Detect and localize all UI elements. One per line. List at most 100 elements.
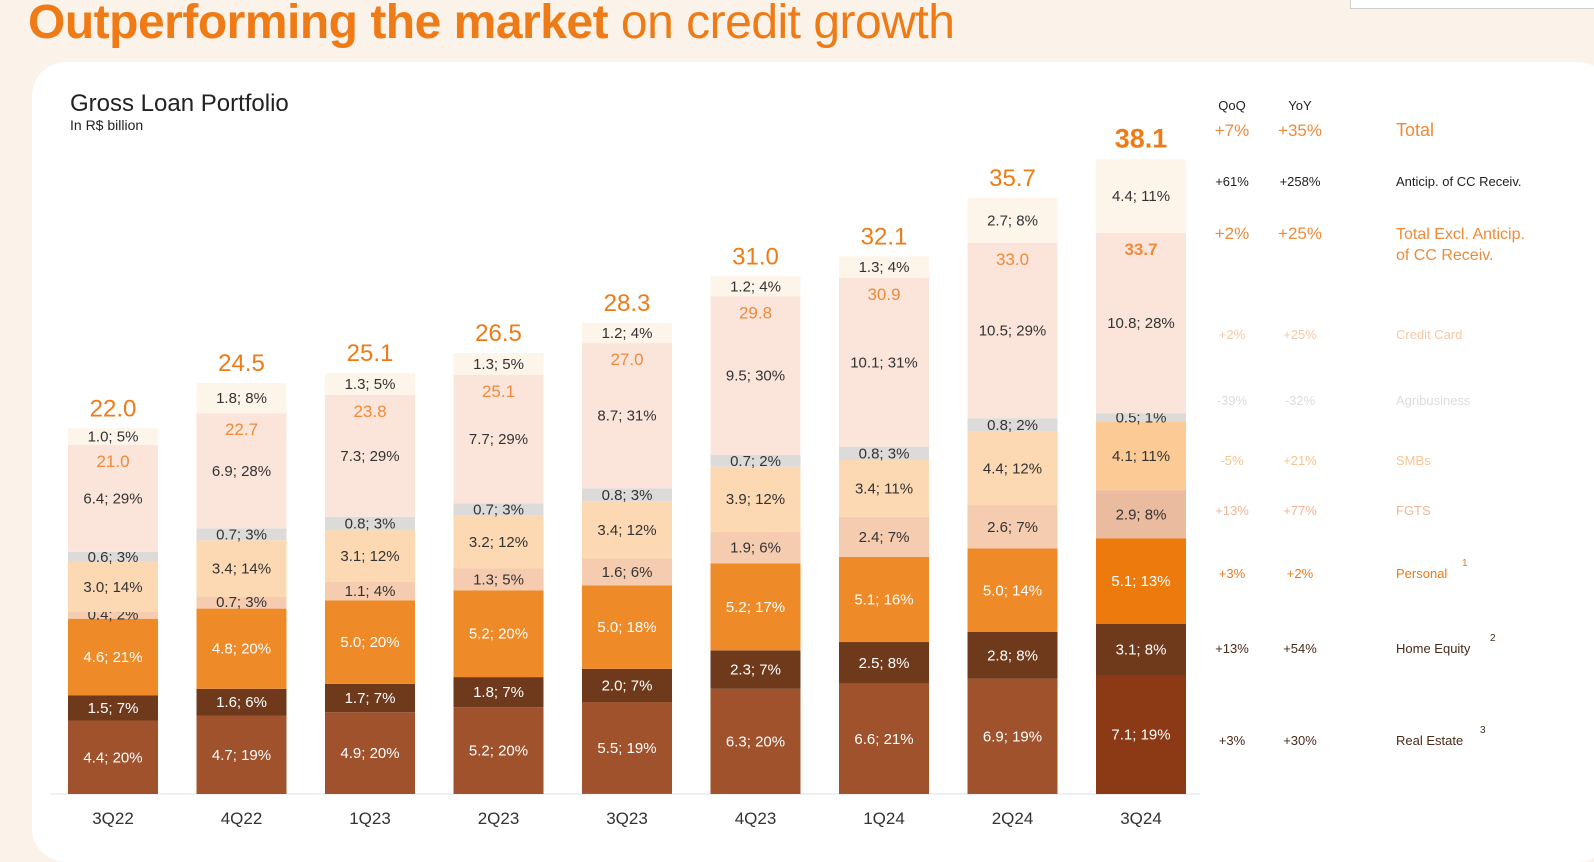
bar-segment-anticip <box>196 383 287 414</box>
bar-segment-fgts <box>710 531 801 564</box>
bar-segment-agribusiness <box>967 418 1058 432</box>
bar-segment-smbs <box>196 540 287 597</box>
bar-segment-personal <box>839 556 929 643</box>
bar-segment-fgts <box>1096 490 1186 539</box>
legend-yoy-cc: +25% <box>1283 327 1317 342</box>
bar-segment-anticip <box>68 428 158 445</box>
data-label-anticip: 1.0; 5% <box>88 429 139 446</box>
data-label-home-equity: 3.1; 8% <box>1116 642 1167 659</box>
legend-qoq-personal: +3% <box>1219 566 1246 581</box>
bar-segment-home-equity <box>582 668 672 703</box>
legend-label-re: Real Estate <box>1396 733 1463 748</box>
bar-segment-smbs <box>967 431 1058 506</box>
legend-label-fgts: FGTS <box>1396 503 1431 518</box>
data-label-agribusiness: 0.6; 3% <box>88 549 139 566</box>
legend-qoq-total: +7% <box>1215 121 1250 140</box>
bar-segment-credit-card <box>196 413 287 529</box>
data-label-personal: 5.1; 13% <box>1111 573 1170 590</box>
bar-segment-credit-card <box>582 343 672 489</box>
bar-segment-personal <box>710 563 801 651</box>
data-label-anticip: 1.2; 4% <box>730 278 781 295</box>
bar-segment-real-estate <box>967 678 1058 794</box>
bar-segment-fgts <box>325 581 415 601</box>
data-label-smbs: 3.1; 12% <box>340 548 399 565</box>
subtotal-label: 27.0 <box>610 350 643 369</box>
bar-segment-anticip <box>582 323 672 344</box>
bar-segment-home-equity <box>196 688 287 716</box>
data-label-credit-card: 10.5; 29% <box>979 323 1047 340</box>
bar-segment-real-estate <box>196 715 287 794</box>
data-label-home-equity: 2.8; 8% <box>987 647 1038 664</box>
bar-segment-real-estate <box>453 707 544 794</box>
data-label-real-estate: 5.5; 19% <box>597 740 656 757</box>
bar-segment-personal <box>325 600 415 684</box>
data-label-agribusiness: 0.7; 2% <box>730 453 781 470</box>
bar-segment-personal <box>68 618 158 696</box>
bar-segment-agribusiness <box>68 551 158 562</box>
legend-qoq-fgts: +13% <box>1215 503 1249 518</box>
data-label-anticip: 1.3; 5% <box>473 356 524 373</box>
subtotal-label: 29.8 <box>739 303 772 322</box>
data-label-personal: 5.2; 20% <box>469 626 528 643</box>
page-title: Outperforming the market on credit growt… <box>28 0 955 54</box>
data-label-fgts: 1.9; 6% <box>730 540 781 557</box>
data-label-fgts: 1.6; 6% <box>602 564 653 581</box>
category-label: 3Q23 <box>606 809 648 828</box>
bar-segment-agribusiness <box>1096 413 1186 422</box>
data-label-fgts: 2.6; 7% <box>987 519 1038 536</box>
data-label-credit-card: 7.3; 29% <box>340 448 399 465</box>
bar-segment-fgts <box>582 558 672 586</box>
data-label-personal: 4.6; 21% <box>83 649 142 666</box>
window-edge <box>1350 0 1594 9</box>
data-label-anticip: 1.2; 4% <box>602 325 653 342</box>
total-label: 24.5 <box>218 350 265 377</box>
data-label-credit-card: 8.7; 31% <box>597 408 656 425</box>
bar-segment-credit-card <box>1096 232 1186 414</box>
bar-segment-smbs <box>325 530 415 582</box>
legend-yoy-re: +30% <box>1283 733 1317 748</box>
data-label-personal: 5.2; 17% <box>726 599 785 616</box>
data-label-credit-card: 10.8; 28% <box>1107 315 1175 332</box>
bar-segment-agribusiness <box>453 503 544 516</box>
bar-segment-personal <box>582 585 672 669</box>
bar-segment-anticip <box>710 276 801 297</box>
data-label-agribusiness: 0.8; 3% <box>345 516 396 533</box>
bar-segment-credit-card <box>967 242 1058 419</box>
legend-yoy-home: +54% <box>1283 641 1317 656</box>
data-label-agribusiness: 0.8; 2% <box>987 417 1038 434</box>
data-label-credit-card: 9.5; 30% <box>726 368 785 385</box>
bar-segment-real-estate <box>582 702 672 794</box>
bar-segment-smbs <box>582 501 672 559</box>
bar-segment-home-equity <box>453 677 544 708</box>
data-label-smbs: 3.4; 14% <box>212 561 271 578</box>
data-label-smbs: 3.9; 12% <box>726 491 785 508</box>
data-label-smbs: 3.0; 14% <box>83 579 142 596</box>
data-label-smbs: 3.4; 11% <box>855 480 913 497</box>
data-label-home-equity: 1.5; 7% <box>88 700 139 717</box>
total-label: 25.1 <box>347 340 394 367</box>
bar-segment-agribusiness <box>839 446 929 460</box>
bar-segment-fgts <box>196 596 287 609</box>
subtotal-label: 22.7 <box>225 420 258 439</box>
data-label-fgts: 2.9; 8% <box>1116 506 1167 523</box>
total-label: 22.0 <box>90 395 137 422</box>
bar-segment-anticip <box>453 353 544 375</box>
data-label-smbs: 3.2; 12% <box>469 534 528 551</box>
data-label-real-estate: 4.7; 19% <box>212 747 271 764</box>
bar-segment-smbs <box>839 460 929 517</box>
data-label-agribusiness: 0.7; 3% <box>216 526 267 543</box>
legend-qoq-anticip: +61% <box>1215 174 1249 189</box>
data-label-personal: 4.8; 20% <box>212 641 271 658</box>
bar-segment-home-equity <box>839 642 929 684</box>
legend-qoq-agri: -39% <box>1217 393 1248 408</box>
bar-segment-home-equity <box>325 683 415 713</box>
legend-qoq-smb: -5% <box>1220 453 1244 468</box>
bar-segment-smbs <box>710 466 801 532</box>
bar-segment-fgts <box>967 505 1058 549</box>
legend-yoy-excl: +25% <box>1278 224 1322 243</box>
data-label-anticip: 1.3; 4% <box>859 259 910 276</box>
data-label-home-equity: 1.7; 7% <box>345 690 396 707</box>
total-label: 35.7 <box>989 165 1036 192</box>
bar-segment-real-estate <box>710 688 801 794</box>
